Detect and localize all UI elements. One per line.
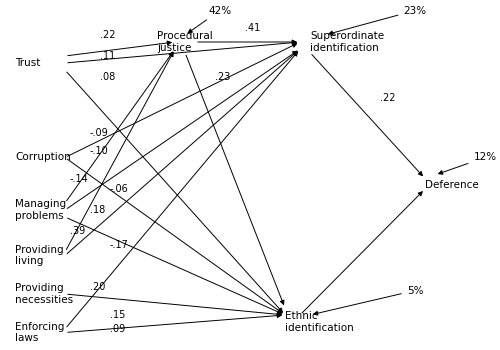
Text: 42%: 42% [188,6,232,33]
Text: 5%: 5% [314,286,423,315]
Text: Providing
living: Providing living [15,245,64,266]
Text: .18: .18 [90,205,105,215]
Text: .41: .41 [245,23,260,33]
Text: Deference: Deference [425,181,479,190]
Text: Corruption: Corruption [15,153,71,162]
Text: -.10: -.10 [90,146,109,155]
Text: .22: .22 [380,93,396,103]
Text: .15: .15 [110,310,126,320]
Text: .23: .23 [215,72,230,82]
Text: -.17: -.17 [110,240,129,250]
Text: .09: .09 [110,324,125,334]
Text: -.06: -.06 [110,184,129,194]
Text: Trust: Trust [15,58,40,68]
Text: Enforcing
laws: Enforcing laws [15,322,64,343]
Text: .22: .22 [100,30,116,40]
Text: -.14: -.14 [70,174,89,183]
Text: Providing
necessities: Providing necessities [15,283,73,305]
Text: 23%: 23% [328,6,426,35]
Text: .08: .08 [100,72,115,82]
Text: Procedural
justice: Procedural justice [157,31,213,53]
Text: Ethnic
identification: Ethnic identification [285,311,354,333]
Text: Managing
problems: Managing problems [15,199,66,221]
Text: .20: .20 [90,282,106,292]
Text: .39: .39 [70,226,85,236]
Text: Superordinate
identification: Superordinate identification [310,31,384,53]
Text: .11: .11 [100,51,115,61]
Text: 12%: 12% [438,153,496,174]
Text: -.09: -.09 [90,128,109,138]
